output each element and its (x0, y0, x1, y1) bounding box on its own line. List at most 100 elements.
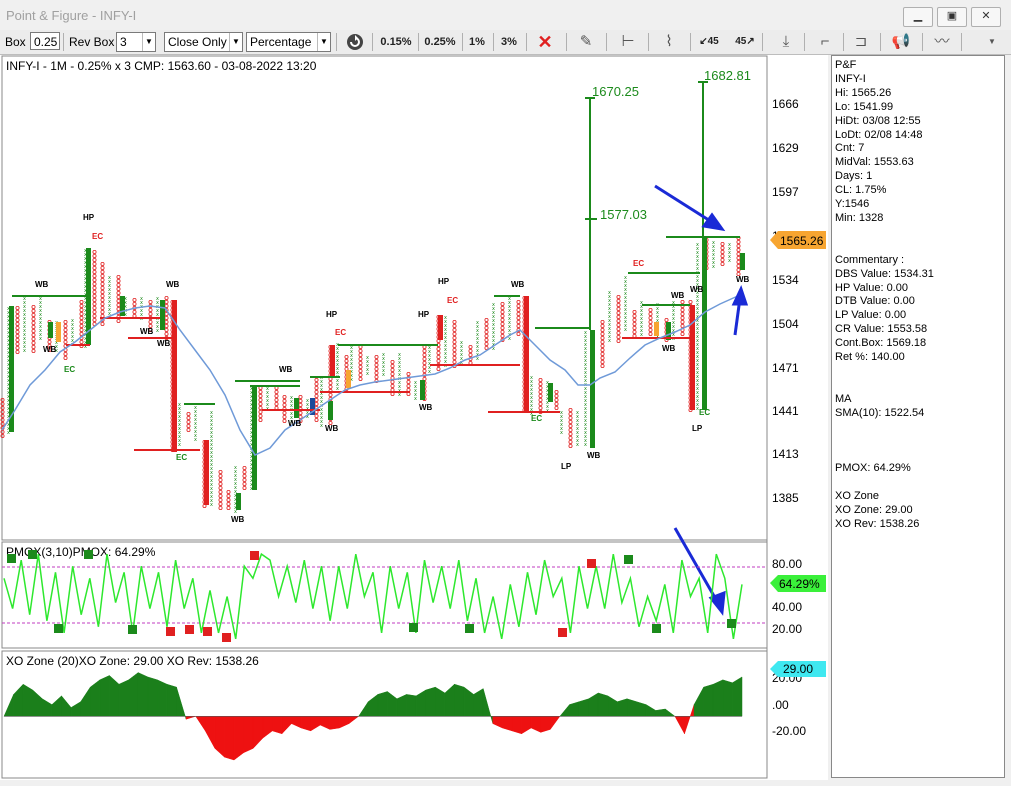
o-mark (720, 249, 725, 254)
x-mark: x (7, 382, 10, 388)
x-mark: x (728, 258, 731, 264)
x-mark: x (336, 346, 339, 352)
bracket-icon[interactable]: ⊐ (854, 33, 868, 50)
o-mark (314, 381, 319, 386)
box-size-input[interactable]: 0.25 (30, 32, 60, 50)
x-mark: x (250, 438, 253, 444)
refresh-icon[interactable] (344, 33, 366, 51)
x-mark: x (140, 300, 143, 306)
x-mark: x (576, 430, 579, 436)
solid-box-bar (690, 305, 695, 410)
x-mark: x (584, 374, 587, 380)
x-mark: x (672, 332, 675, 338)
xozone-segment (732, 676, 743, 717)
x-mark: x (728, 242, 731, 248)
o-mark (92, 269, 97, 274)
o-mark (422, 356, 427, 361)
preset-015-button[interactable]: 0.15% (380, 36, 412, 48)
preset-1-button[interactable]: 1% (469, 36, 485, 48)
ruler-icon[interactable]: ⊢ (621, 33, 635, 50)
o-mark (632, 329, 637, 334)
x-mark: x (84, 320, 87, 326)
o-mark (92, 257, 97, 262)
x-mark: x (492, 322, 495, 328)
pattern-label-wb: WB (288, 419, 302, 428)
preset-025-button[interactable]: 0.25% (424, 36, 456, 48)
o-mark (436, 366, 441, 371)
x-mark: x (476, 348, 479, 354)
o-mark (258, 401, 263, 406)
o-mark (148, 311, 153, 316)
x-mark: x (7, 318, 10, 324)
o-mark (422, 360, 427, 365)
rev-box-select[interactable]: 3 ▼ (116, 32, 156, 52)
x-mark: x (398, 392, 401, 398)
x-mark: x (576, 414, 579, 420)
x-mark: x (306, 402, 309, 408)
preset-3-button[interactable]: 3% (501, 36, 517, 48)
down-arrow-icon[interactable]: ⤓ (782, 33, 790, 50)
x-mark: x (350, 361, 353, 367)
x-mark: x (234, 473, 237, 479)
edit-icon[interactable]: ✎ (579, 33, 593, 50)
o-mark (452, 323, 457, 328)
x-mark: x (23, 320, 26, 326)
minimize-button[interactable]: ▁ (903, 7, 933, 27)
o-mark (92, 253, 97, 258)
unit-select[interactable]: Percentage ▼ (246, 32, 331, 52)
maximize-button[interactable]: ▣ (937, 7, 967, 27)
pmox-buy-marker (624, 555, 633, 564)
x-mark: x (39, 324, 42, 330)
x-mark: x (210, 446, 213, 452)
x-mark: x (178, 406, 181, 412)
close-window-button[interactable]: ✕ (971, 7, 1001, 27)
overflow-chevron-icon[interactable]: ▼ (988, 37, 996, 46)
x-mark: x (210, 474, 213, 480)
o-mark (358, 364, 363, 369)
pattern-label-ec: EC (335, 328, 346, 337)
megaphone-icon[interactable]: 📢 (891, 33, 911, 50)
trendline-icon[interactable]: ⌇ (665, 33, 673, 50)
o-mark (516, 315, 521, 320)
x-mark: x (84, 336, 87, 342)
o-mark (242, 469, 247, 474)
o-mark (554, 405, 559, 410)
info-line (835, 240, 1001, 254)
o-mark (15, 305, 20, 310)
info-panel: P&F INFY-I Hi: 1565.26 Lo: 1541.99 HiDt: 03/… (831, 55, 1005, 778)
x-mark: x (584, 426, 587, 432)
o-column (568, 407, 573, 448)
o-mark (680, 331, 685, 336)
o-mark (648, 323, 653, 328)
o-mark (538, 405, 543, 410)
angle-left-button[interactable]: ↙45 (699, 36, 719, 47)
solid-box-bar (160, 300, 165, 330)
x-mark: x (366, 355, 369, 361)
x-mark: x (84, 288, 87, 294)
angle-right-button[interactable]: 45↗ (735, 36, 755, 47)
o-mark (258, 413, 263, 418)
target-label-1: 1670.25 (592, 84, 639, 99)
x-mark: x (84, 256, 87, 262)
indicator-icon[interactable]: 〰 (934, 33, 950, 50)
x-mark: x (560, 426, 563, 432)
o-mark (242, 485, 247, 490)
x-mark: x (476, 356, 479, 362)
o-mark (218, 473, 223, 478)
x-mark: x (492, 302, 495, 308)
x-mark: x (624, 303, 627, 309)
pf-chart-svg[interactable]: xxxxxxxxxxxxxxxxxxxxxxxxxxxxxxxxxxxxxxxx… (0, 55, 828, 780)
separator (493, 33, 494, 51)
o-mark (63, 331, 68, 336)
x-mark: x (382, 360, 385, 366)
x-mark: x (306, 410, 309, 416)
solid-box-bar (56, 322, 61, 342)
x-mark: x (23, 344, 26, 350)
delete-icon[interactable]: ✕ (537, 32, 553, 52)
x-mark: x (55, 340, 58, 346)
method-select[interactable]: Close Only ▼ (164, 32, 243, 52)
x-mark: x (398, 352, 401, 358)
info-line: SMA(10): 1522.54 (835, 406, 925, 419)
crop-icon[interactable]: ⌐ (820, 33, 830, 50)
